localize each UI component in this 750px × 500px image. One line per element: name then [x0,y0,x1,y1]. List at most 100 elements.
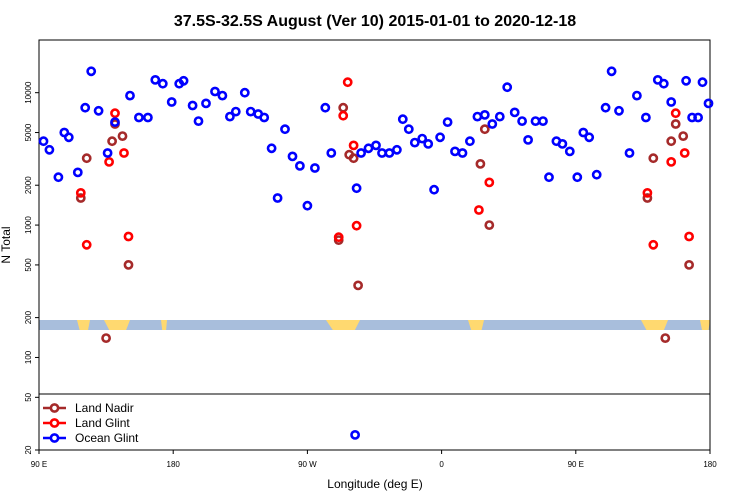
ocean-glint-point [266,143,277,154]
ocean-glint-point [538,116,548,126]
ocean-glint-point [53,172,64,183]
ocean-glint-point [142,112,153,123]
y-tick-label: 50 [24,392,33,401]
ocean-glint-point [509,107,520,118]
ocean-glint-point [280,124,290,135]
land-nadir-point [117,131,128,141]
x-tick-label: 90 W [298,460,317,469]
land-nadir-point [123,259,134,270]
ocean-glint-point [230,106,241,117]
ocean-glint-point [356,148,366,158]
ocean-glint-point [606,66,617,77]
land-nadir-point [348,153,359,164]
land-patch-3 [326,320,360,330]
land-patch-6 [700,320,710,330]
ocean-glint-point [544,172,554,183]
land-glint-point [684,231,694,242]
ocean-glint-point [287,151,298,162]
ocean-glint-point [102,148,113,158]
land-patch-4 [468,320,484,330]
land-nadir-point [101,333,111,343]
land-nadir-point [666,136,677,147]
ocean-glint-point [450,146,460,157]
axes: 20 50 100 200 500 1000 2000 5000 10000 90 E 180 90 … [24,39,717,469]
y-tick-label: 100 [24,350,33,364]
land-glint-point [119,148,129,158]
ocean-glint-point [423,138,434,149]
ocean-glint-point [564,146,575,157]
ocean-glint-point [245,106,256,117]
land-glint-point [75,187,86,198]
x-tick-label: 90 E [568,460,584,469]
ocean-glint-point [125,90,135,101]
legend-label-land-nadir: Land Nadir [75,401,134,415]
ocean-glint-point [187,100,198,111]
ocean-glint-point [93,105,104,116]
y-tick-label: 200 [24,310,33,324]
ocean-glint-point [666,97,677,107]
ocean-glint-point [224,111,235,122]
land-nadir-point [107,136,117,147]
ocean-glint-point [371,140,381,151]
ocean-glint-point [591,169,602,180]
ocean-glint-point [487,119,498,129]
ocean-glint-point [502,82,513,93]
ocean-glint-point [641,112,651,123]
land-glint-point [679,148,690,158]
ocean-glint-point [703,98,714,109]
ocean-glint-point [193,116,204,126]
ocean-glint-point [157,78,168,89]
ocean-glint-point [697,77,708,88]
x-tick-label: 0 [439,460,444,469]
ocean-glint-point [210,86,220,97]
land-glint-point [110,108,120,119]
ocean-glint-point [320,102,331,113]
y-tick-label: 5000 [24,123,33,141]
ocean-glint-point [38,136,49,147]
land-nadir-point [475,158,486,169]
ocean-glint-point [681,75,691,86]
ocean-glint-point [309,163,320,173]
y-tick-label: 20 [24,445,33,454]
map-band [39,320,710,330]
land-glint-point [473,205,484,215]
ocean-glint-point [457,148,468,158]
ocean-glint-point [133,112,144,123]
ocean-glint-point [429,184,439,195]
ocean-glint-point [150,75,161,85]
land-glint-point [104,156,114,167]
legend-marker-ocean-glint [49,433,60,443]
ocean-glint-point [517,116,527,126]
legend-marker-land-nadir [49,403,60,413]
land-glint-point [342,77,353,88]
ocean-glint-point [239,87,250,98]
land-glint-point [670,108,681,119]
x-tick-label: 180 [167,460,181,469]
land-glint-point [351,220,362,231]
land-patch-5 [641,320,668,330]
land-glint-point [348,140,359,151]
land-nadir-point [81,153,92,164]
ocean-glint-point [217,90,228,101]
y-tick-label: 2000 [24,176,33,194]
ocean-glint-point [178,75,189,86]
x-axis-label: Longitude (deg E) [327,477,422,491]
legend-marker-land-glint [49,418,60,428]
land-glint-point [484,177,495,188]
land-nadir-point [684,259,694,270]
ocean-glint-point [409,137,420,148]
ocean-glint-point [614,105,624,116]
land-nadir-point [338,102,349,113]
ocean-glint-point [384,148,395,158]
ocean-glint-point [272,193,283,203]
ocean-glint-point [403,124,414,135]
ocean-glint-point [326,148,337,158]
land-glint-point [123,231,134,242]
ocean-glint-point [351,183,362,194]
ocean-glint-point [494,111,505,122]
ocean-glint-point [259,112,270,123]
ocean-glint-point [658,78,669,89]
ocean-glint-point [584,132,595,143]
